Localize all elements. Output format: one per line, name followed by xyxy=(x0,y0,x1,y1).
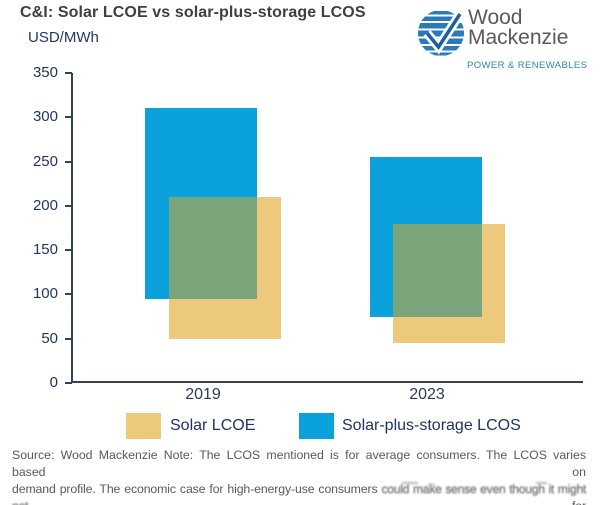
source-note-line1: Source: Wood Mackenzie Note: The LCOS me… xyxy=(12,448,586,479)
y-tick-label-100: 100 xyxy=(32,285,58,303)
source-note-line2-end: for xyxy=(28,499,586,505)
source-note: Source: Wood Mackenzie Note: The LCOS me… xyxy=(12,447,586,505)
y-tick-200 xyxy=(65,204,72,207)
y-tick-300 xyxy=(65,116,72,119)
x-label-2019: 2019 xyxy=(185,386,221,403)
y-tick-50 xyxy=(65,337,72,340)
chart-area: 350 300 250 200 150 100 50 0 2019 2023 Solar LCOE S… xyxy=(32,64,583,439)
x-label-2023: 2023 xyxy=(409,386,445,403)
y-tick-label-350: 350 xyxy=(32,64,58,81)
y-tick-label-250: 250 xyxy=(32,152,58,170)
legend-label-solar-plus-storage-lcos: Solar-plus-storage LCOS xyxy=(342,417,521,434)
y-tick-0 xyxy=(65,382,72,384)
y-tick-label-200: 200 xyxy=(32,196,58,214)
y-tick-label-50: 50 xyxy=(41,329,58,347)
y-axis-unit-label: USD/MWh xyxy=(28,29,99,46)
watermark-artifact xyxy=(428,484,435,486)
bar-overlap-2023 xyxy=(393,223,482,317)
source-note-line2-start: demand profile. The economic case for hi… xyxy=(12,482,382,496)
legend-swatch-solar-plus-storage-lcos xyxy=(299,413,334,439)
y-axis-line xyxy=(71,73,73,383)
y-tick-label-300: 300 xyxy=(32,108,58,126)
chart-title: C&I: Solar LCOE vs solar-plus-storage LC… xyxy=(20,4,366,21)
y-tick-100 xyxy=(65,293,72,296)
y-tick-150 xyxy=(65,249,72,252)
y-tick-350 xyxy=(65,72,72,74)
legend-swatch-solar-lcoe xyxy=(126,413,161,439)
wood-mackenzie-globe-icon xyxy=(418,10,464,56)
y-tick-label-150: 150 xyxy=(32,241,58,259)
y-tick-label-0: 0 xyxy=(49,374,58,391)
logo-tagline: POWER & RENEWABLES xyxy=(467,60,588,71)
wood-mackenzie-logo: Wood Mackenzie POWER & RENEWABLES xyxy=(414,6,594,76)
bar-overlap-2019 xyxy=(169,197,257,299)
x-axis-line xyxy=(71,381,583,383)
source-note-line2: demand profile. The economic case for hi… xyxy=(12,481,586,505)
logo-wordmark-line2: Mackenzie xyxy=(468,26,569,49)
logo-wordmark-line1: Wood xyxy=(468,6,523,29)
watermark-artifact xyxy=(536,482,547,484)
logo-wordmark: Wood Mackenzie xyxy=(468,6,569,49)
legend-label-solar-lcoe: Solar LCOE xyxy=(170,417,256,434)
watermark-artifact xyxy=(402,482,418,484)
y-tick-250 xyxy=(65,160,72,163)
